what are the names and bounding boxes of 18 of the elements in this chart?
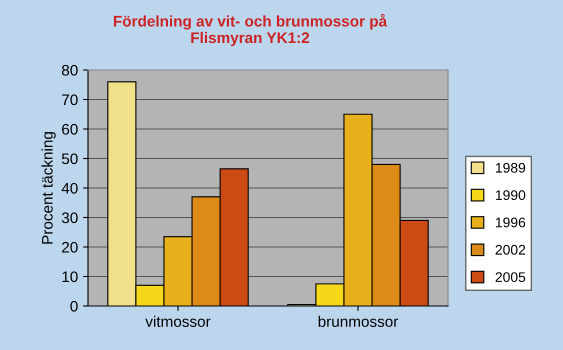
legend-label: 2005: [496, 272, 526, 282]
y-tick-label: 0: [70, 300, 78, 312]
x-tick-label: brunmossor: [318, 316, 398, 327]
legend-label: 2002: [496, 244, 526, 255]
y-tick-label: 40: [62, 182, 78, 194]
chart-title: Fördelning av vit- och brunmossor på Flismyran YK1:2: [114, 14, 388, 46]
legend-label: 1996: [496, 218, 526, 228]
x-tick-label: vitmossor: [145, 316, 210, 327]
y-tick-label: 20: [62, 242, 78, 253]
y-tick-label: 60: [62, 124, 78, 135]
y-tick-label: 70: [62, 94, 78, 106]
y-axis-title: Procent täckning: [41, 132, 56, 244]
legend-label: 1989: [496, 162, 526, 173]
y-tick-label: 50: [62, 153, 78, 164]
y-tick-label: 30: [62, 212, 78, 224]
y-tick-label: 80: [62, 64, 78, 76]
y-tick-label: 10: [62, 271, 78, 282]
legend-label: 1990: [496, 190, 526, 200]
